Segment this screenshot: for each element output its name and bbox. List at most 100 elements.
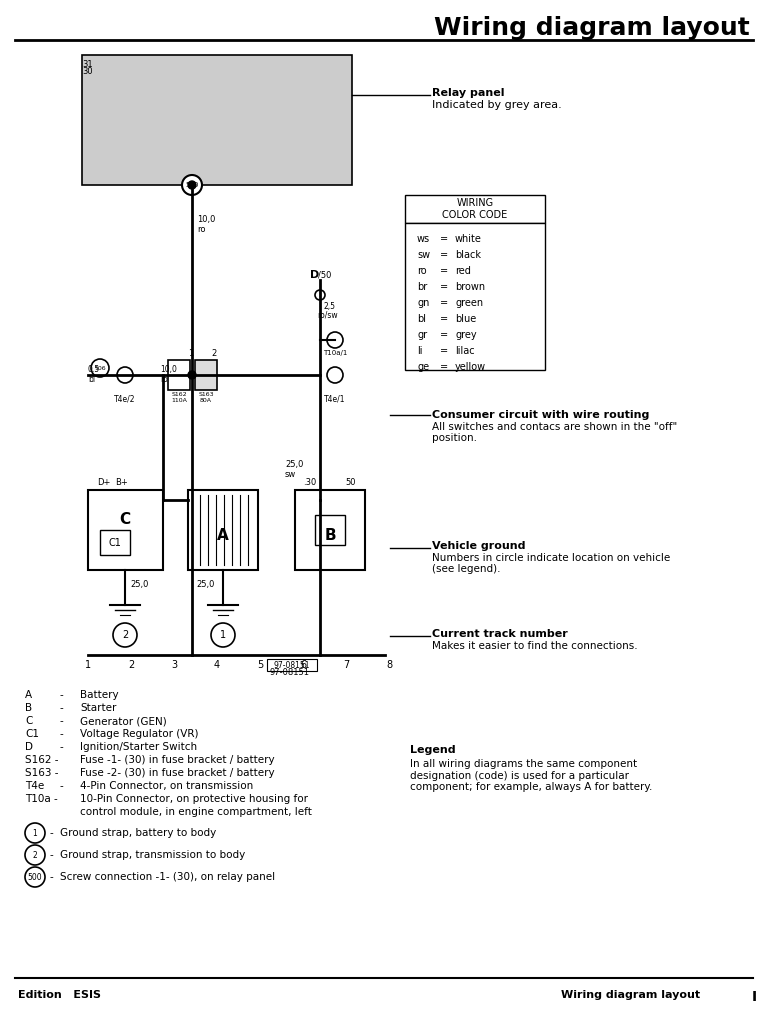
- Text: 2: 2: [32, 851, 38, 859]
- Text: =: =: [440, 250, 448, 260]
- Text: B: B: [324, 527, 336, 543]
- Text: 97-08151: 97-08151: [273, 660, 310, 670]
- Text: brown: brown: [455, 282, 485, 292]
- Text: yellow: yellow: [455, 362, 486, 372]
- Text: ro: ro: [417, 266, 427, 276]
- Text: -: -: [60, 781, 64, 791]
- Text: S162
110A: S162 110A: [171, 392, 187, 402]
- Circle shape: [327, 332, 343, 348]
- Text: Vehicle ground: Vehicle ground: [432, 541, 525, 551]
- Text: -: -: [50, 872, 54, 882]
- Text: S163 -: S163 -: [25, 768, 58, 778]
- Text: T4e: T4e: [25, 781, 45, 791]
- Text: control module, in engine compartment, left: control module, in engine compartment, l…: [80, 807, 312, 817]
- Text: D: D: [25, 742, 33, 752]
- Text: B: B: [25, 703, 32, 713]
- Text: 97-08151: 97-08151: [270, 668, 310, 677]
- Text: C1: C1: [108, 538, 121, 548]
- Text: .30: .30: [303, 478, 316, 487]
- Text: -: -: [60, 729, 64, 739]
- Text: white: white: [455, 234, 482, 244]
- Text: Edition   ESIS: Edition ESIS: [18, 990, 101, 1000]
- Circle shape: [188, 181, 196, 189]
- Text: gn: gn: [417, 298, 429, 308]
- Text: gr: gr: [417, 330, 427, 340]
- Text: 1: 1: [188, 349, 194, 358]
- Text: T4e/1: T4e/1: [324, 395, 346, 404]
- Text: 106: 106: [94, 366, 106, 371]
- Text: blue: blue: [455, 314, 476, 324]
- Circle shape: [211, 623, 235, 647]
- Text: 1: 1: [220, 630, 226, 640]
- Circle shape: [113, 623, 137, 647]
- Text: =: =: [440, 266, 448, 276]
- Text: D: D: [310, 270, 319, 280]
- Text: 10-Pin Connector, on protective housing for: 10-Pin Connector, on protective housing …: [80, 794, 308, 804]
- Text: 25,0: 25,0: [130, 580, 148, 589]
- Text: 500: 500: [185, 182, 199, 188]
- Text: black: black: [455, 250, 481, 260]
- Text: 6: 6: [300, 660, 306, 670]
- Circle shape: [315, 290, 325, 300]
- Circle shape: [25, 823, 45, 843]
- Bar: [168, 360, 190, 390]
- Text: Fuse -1- (30) in fuse bracket / battery: Fuse -1- (30) in fuse bracket / battery: [80, 755, 275, 765]
- Text: 7: 7: [343, 660, 349, 670]
- Text: bl: bl: [417, 314, 426, 324]
- Circle shape: [117, 367, 133, 383]
- Bar: [188, 490, 258, 570]
- Text: sw: sw: [417, 250, 430, 260]
- Bar: [315, 515, 345, 545]
- Text: Numbers in circle indicate location on vehicle: Numbers in circle indicate location on v…: [432, 553, 670, 563]
- Circle shape: [25, 845, 45, 865]
- Text: red: red: [455, 266, 471, 276]
- Text: Legend: Legend: [410, 745, 455, 755]
- Bar: [88, 490, 163, 570]
- Text: ge: ge: [417, 362, 429, 372]
- Text: 2: 2: [122, 630, 128, 640]
- Text: 10,0
ro: 10,0 ro: [160, 365, 177, 384]
- Text: 31: 31: [82, 60, 93, 69]
- Text: (see legend).: (see legend).: [432, 564, 501, 574]
- Text: I: I: [752, 990, 757, 1004]
- Bar: [100, 530, 130, 555]
- Text: Screw connection -1- (30), on relay panel: Screw connection -1- (30), on relay pane…: [60, 872, 275, 882]
- Circle shape: [182, 175, 202, 195]
- Text: T10a/1: T10a/1: [323, 350, 347, 356]
- Text: =: =: [440, 314, 448, 324]
- Text: ro/sw: ro/sw: [317, 311, 338, 319]
- Text: Wiring diagram layout: Wiring diagram layout: [561, 990, 700, 1000]
- Text: Starter: Starter: [80, 703, 117, 713]
- Text: Indicated by grey area.: Indicated by grey area.: [432, 100, 561, 110]
- Text: All switches and contacs are shown in the "off": All switches and contacs are shown in th…: [432, 422, 677, 432]
- Circle shape: [327, 367, 343, 383]
- Circle shape: [25, 867, 45, 887]
- Text: S162 -: S162 -: [25, 755, 58, 765]
- Text: lilac: lilac: [455, 346, 475, 356]
- Text: WIRING
COLOR CODE: WIRING COLOR CODE: [442, 199, 508, 220]
- Text: position.: position.: [432, 433, 477, 443]
- Text: 1: 1: [85, 660, 91, 670]
- Text: C: C: [120, 512, 131, 527]
- Text: Voltage Regulator (VR): Voltage Regulator (VR): [80, 729, 198, 739]
- Text: Ground strap, transmission to body: Ground strap, transmission to body: [60, 850, 245, 860]
- Text: In all wiring diagrams the same component
designation (code) is used for a parti: In all wiring diagrams the same componen…: [410, 759, 652, 793]
- Text: Consumer circuit with wire routing: Consumer circuit with wire routing: [432, 410, 650, 420]
- Text: -: -: [50, 828, 54, 838]
- Text: 30: 30: [82, 67, 93, 76]
- Text: A: A: [25, 690, 32, 700]
- Text: 500: 500: [28, 872, 42, 882]
- Bar: [195, 360, 217, 390]
- Text: Makes it easier to find the connections.: Makes it easier to find the connections.: [432, 641, 637, 651]
- Text: S163
80A: S163 80A: [198, 392, 214, 402]
- Text: ws: ws: [417, 234, 430, 244]
- Text: C1: C1: [25, 729, 39, 739]
- Text: B+: B+: [115, 478, 127, 487]
- Text: 4-Pin Connector, on transmission: 4-Pin Connector, on transmission: [80, 781, 253, 791]
- Text: 2: 2: [211, 349, 217, 358]
- Text: li: li: [417, 346, 422, 356]
- Text: 1: 1: [32, 828, 38, 838]
- Text: 4: 4: [214, 660, 220, 670]
- Text: -: -: [50, 850, 54, 860]
- Text: C: C: [25, 716, 32, 726]
